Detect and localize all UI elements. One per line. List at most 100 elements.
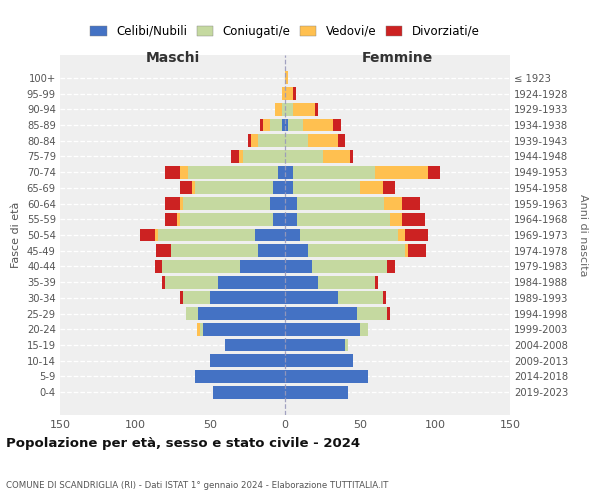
- Bar: [162, 276, 165, 288]
- Bar: [198, 307, 285, 320]
- Bar: [177, 213, 180, 226]
- Bar: [285, 150, 323, 163]
- Bar: [282, 103, 285, 116]
- Bar: [285, 370, 367, 383]
- Bar: [390, 213, 402, 226]
- Bar: [282, 118, 285, 132]
- Bar: [155, 260, 162, 273]
- Bar: [258, 134, 285, 147]
- Bar: [285, 213, 297, 226]
- Bar: [285, 197, 297, 210]
- Bar: [285, 260, 312, 273]
- Y-axis label: Anni di nascita: Anni di nascita: [578, 194, 588, 276]
- Bar: [183, 292, 210, 304]
- Bar: [285, 166, 293, 178]
- Bar: [155, 228, 157, 241]
- Bar: [293, 87, 296, 100]
- Text: Femmine: Femmine: [362, 51, 433, 65]
- Bar: [375, 166, 427, 178]
- Y-axis label: Fasce di età: Fasce di età: [11, 202, 21, 268]
- Bar: [408, 244, 426, 257]
- Bar: [192, 182, 195, 194]
- Bar: [285, 292, 337, 304]
- Bar: [180, 292, 183, 304]
- Bar: [360, 182, 383, 194]
- Bar: [258, 244, 285, 257]
- Bar: [297, 197, 384, 210]
- Bar: [248, 134, 251, 147]
- Bar: [180, 166, 187, 178]
- Bar: [285, 228, 300, 241]
- Bar: [349, 150, 353, 163]
- Bar: [402, 213, 425, 226]
- Bar: [405, 228, 427, 241]
- Bar: [186, 307, 198, 320]
- Bar: [285, 307, 357, 320]
- Bar: [213, 386, 285, 398]
- Bar: [240, 260, 285, 273]
- Bar: [195, 370, 285, 383]
- Bar: [402, 197, 420, 210]
- Bar: [398, 228, 405, 241]
- Bar: [383, 292, 386, 304]
- Bar: [225, 338, 285, 351]
- Bar: [357, 307, 387, 320]
- Bar: [282, 87, 285, 100]
- Bar: [308, 134, 337, 147]
- Bar: [285, 118, 288, 132]
- Bar: [427, 166, 439, 178]
- Bar: [251, 134, 258, 147]
- Bar: [165, 276, 218, 288]
- Bar: [387, 260, 395, 273]
- Bar: [312, 260, 387, 273]
- Bar: [180, 213, 273, 226]
- Bar: [288, 118, 303, 132]
- Bar: [183, 197, 270, 210]
- Bar: [270, 197, 285, 210]
- Bar: [273, 213, 285, 226]
- Text: Maschi: Maschi: [145, 51, 200, 65]
- Bar: [293, 182, 360, 194]
- Bar: [375, 276, 378, 288]
- Bar: [293, 103, 315, 116]
- Text: COMUNE DI SCANDRIGLIA (RI) - Dati ISTAT 1° gennaio 2024 - Elaborazione TUTTITALI: COMUNE DI SCANDRIGLIA (RI) - Dati ISTAT …: [6, 481, 388, 490]
- Bar: [195, 182, 273, 194]
- Bar: [263, 118, 270, 132]
- Bar: [157, 228, 255, 241]
- Bar: [218, 276, 285, 288]
- Bar: [165, 166, 180, 178]
- Bar: [203, 323, 285, 336]
- Bar: [333, 118, 341, 132]
- Bar: [165, 213, 177, 226]
- Bar: [345, 338, 348, 351]
- Bar: [297, 213, 390, 226]
- Bar: [360, 323, 367, 336]
- Bar: [165, 197, 180, 210]
- Bar: [180, 197, 183, 210]
- Legend: Celibi/Nubili, Coniugati/e, Vedovi/e, Divorziati/e: Celibi/Nubili, Coniugati/e, Vedovi/e, Di…: [90, 25, 480, 38]
- Bar: [275, 103, 282, 116]
- Bar: [285, 354, 353, 367]
- Bar: [285, 386, 348, 398]
- Text: Popolazione per età, sesso e stato civile - 2024: Popolazione per età, sesso e stato civil…: [6, 437, 360, 450]
- Bar: [273, 182, 285, 194]
- Bar: [285, 182, 293, 194]
- Bar: [171, 244, 258, 257]
- Bar: [260, 118, 263, 132]
- Bar: [243, 150, 285, 163]
- Bar: [187, 166, 277, 178]
- Bar: [210, 292, 285, 304]
- Bar: [199, 323, 203, 336]
- Bar: [383, 182, 395, 194]
- Bar: [255, 228, 285, 241]
- Bar: [318, 276, 375, 288]
- Bar: [323, 150, 349, 163]
- Bar: [405, 244, 408, 257]
- Bar: [180, 182, 192, 194]
- Bar: [337, 292, 383, 304]
- Bar: [285, 244, 308, 257]
- Bar: [384, 197, 402, 210]
- Bar: [293, 166, 375, 178]
- Bar: [285, 134, 308, 147]
- Bar: [285, 72, 288, 85]
